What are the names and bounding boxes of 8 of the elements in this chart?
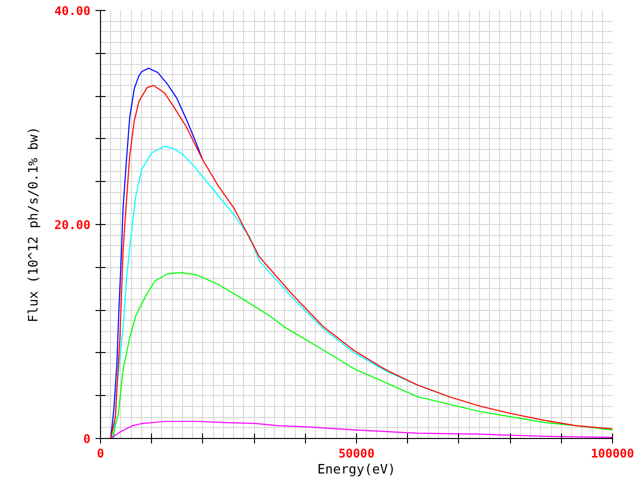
x-tick-label: 0 bbox=[96, 446, 104, 460]
y-tick-label: 20.00 bbox=[54, 218, 90, 232]
y-axis-title: Flux (10^12 ph/s/0.1% bw) bbox=[26, 126, 42, 322]
x-axis-title: Energy(eV) bbox=[317, 462, 396, 478]
x-tick-label: 50000 bbox=[338, 446, 375, 460]
y-tick-label: 0 bbox=[83, 432, 91, 446]
y-tick-label: 40.00 bbox=[54, 4, 90, 18]
x-tick-label: 100000 bbox=[590, 446, 634, 460]
